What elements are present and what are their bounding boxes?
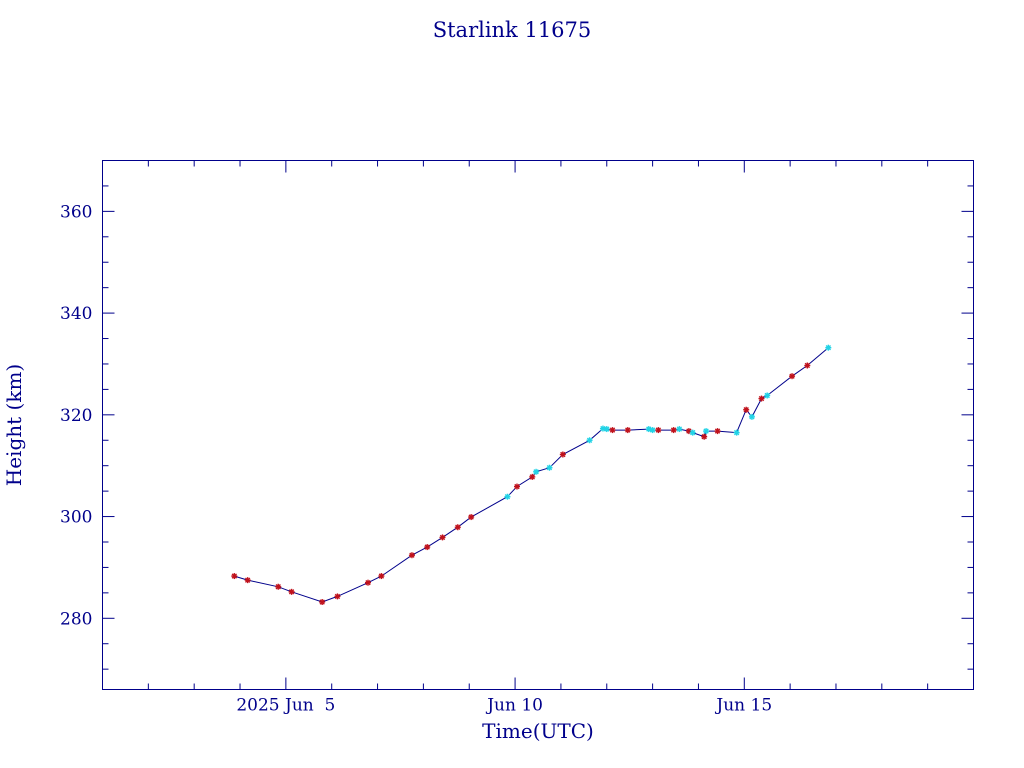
data-point-red — [454, 524, 461, 531]
x-axis-label: Time(UTC) — [482, 719, 594, 743]
data-point-red — [288, 588, 295, 595]
data-point-red — [319, 599, 326, 606]
data-point-red — [743, 406, 750, 413]
data-point-cyan — [703, 428, 710, 435]
data-point-red — [231, 573, 238, 580]
y-tick-label: 280 — [60, 609, 92, 629]
y-tick-label: 360 — [60, 202, 92, 222]
data-point-red — [513, 483, 520, 490]
plot-frame — [102, 160, 974, 690]
data-point-cyan — [733, 429, 740, 436]
data-point-red — [609, 427, 616, 434]
x-tick-label: 2025 Jun 5 — [236, 696, 335, 716]
data-point-cyan — [533, 468, 540, 475]
data-point-red — [655, 427, 662, 434]
y-tick-label: 300 — [60, 508, 92, 528]
data-point-red — [559, 451, 566, 458]
data-point-red — [789, 373, 796, 380]
data-point-cyan — [586, 437, 593, 444]
data-point-cyan — [676, 426, 683, 433]
y-axis-label: Height (km) — [2, 364, 26, 486]
data-point-cyan — [546, 464, 553, 471]
data-point-cyan — [689, 429, 696, 436]
data-point-cyan — [764, 392, 771, 399]
data-point-red — [804, 362, 811, 369]
data-point-red — [714, 428, 721, 435]
y-tick-label: 320 — [60, 406, 92, 426]
data-point-red — [408, 552, 415, 559]
data-point-red — [365, 579, 372, 586]
data-point-cyan — [825, 344, 832, 351]
chart-title: Starlink 11675 — [433, 18, 592, 42]
data-point-cyan — [748, 413, 755, 420]
y-tick-label: 340 — [60, 304, 92, 324]
x-tick-label: Jun 15 — [714, 696, 772, 716]
data-point-cyan — [504, 493, 511, 500]
data-point-red — [758, 395, 765, 402]
data-point-cyan — [649, 427, 656, 434]
data-point-red — [624, 427, 631, 434]
data-point-red — [334, 593, 341, 600]
data-point-red — [275, 583, 282, 590]
data-point-cyan — [603, 426, 610, 433]
height-line — [234, 347, 829, 603]
data-point-red — [670, 427, 677, 434]
x-tick-label: Jun 10 — [485, 696, 543, 716]
data-point-red — [529, 473, 536, 480]
data-point-red — [424, 544, 431, 551]
y-axis: 280 300 320 340 360 — [60, 185, 974, 670]
data-point-red — [244, 577, 251, 584]
data-point-red — [439, 534, 446, 541]
data-point-red — [378, 573, 385, 580]
data-point-red — [468, 514, 475, 521]
x-axis: 2025 Jun 5 Jun 10 Jun 15 — [147, 160, 929, 716]
data-markers — [231, 344, 832, 606]
data-point-red — [701, 433, 708, 440]
